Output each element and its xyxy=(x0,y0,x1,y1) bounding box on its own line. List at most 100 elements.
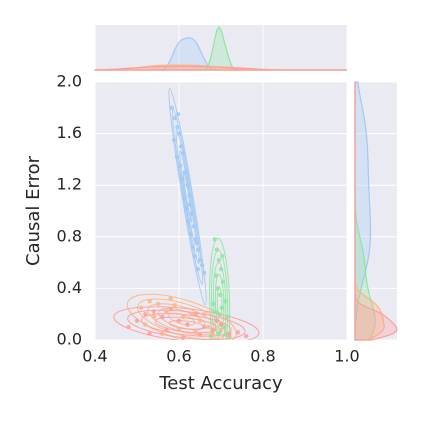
point xyxy=(168,306,173,312)
y-tick-label: 1.6 xyxy=(57,123,82,142)
point xyxy=(143,312,148,317)
point xyxy=(225,314,230,319)
point xyxy=(185,183,190,188)
point xyxy=(171,137,177,143)
point xyxy=(218,327,224,332)
point xyxy=(160,331,165,336)
point xyxy=(164,327,169,332)
point xyxy=(197,257,203,263)
density-contour xyxy=(126,293,237,340)
density-contour xyxy=(209,237,231,340)
point xyxy=(206,324,211,330)
x-tick-label: 1.0 xyxy=(334,347,359,366)
point xyxy=(172,115,177,121)
point xyxy=(185,322,190,327)
point xyxy=(189,211,194,216)
point xyxy=(189,312,194,317)
right-margin-axes xyxy=(355,82,397,340)
point xyxy=(217,292,223,298)
point xyxy=(160,314,165,319)
y-axis-label: Causal Error xyxy=(23,155,44,266)
marginal-y-density xyxy=(354,81,372,341)
point xyxy=(216,312,222,317)
point xyxy=(192,253,198,259)
point xyxy=(193,330,198,335)
x-tick-label: 0.4 xyxy=(82,347,107,366)
density-contour xyxy=(113,306,260,340)
y-tick-label: 2.0 xyxy=(57,72,82,91)
x-axis-label: Test Accuracy xyxy=(158,373,283,394)
marginal-y-density xyxy=(354,82,398,341)
point xyxy=(210,332,215,338)
point xyxy=(220,279,226,285)
point xyxy=(202,312,207,317)
point xyxy=(181,335,186,340)
point xyxy=(178,144,184,149)
point xyxy=(197,318,203,323)
point xyxy=(126,324,131,330)
point xyxy=(134,318,140,323)
point xyxy=(175,112,181,117)
point xyxy=(222,324,227,330)
point xyxy=(169,105,175,111)
point xyxy=(214,318,219,323)
point xyxy=(174,154,180,160)
point xyxy=(190,244,196,250)
point xyxy=(176,318,182,323)
point xyxy=(202,324,207,330)
density-contour xyxy=(216,286,223,318)
point xyxy=(143,322,148,327)
point xyxy=(147,331,152,336)
point xyxy=(215,286,220,291)
point xyxy=(181,314,186,319)
point xyxy=(181,150,186,156)
point xyxy=(172,302,177,308)
point xyxy=(235,330,240,335)
point xyxy=(195,266,201,272)
point xyxy=(218,266,224,272)
point xyxy=(178,163,183,169)
point xyxy=(219,305,225,310)
top-margin-axes xyxy=(95,25,347,70)
point xyxy=(187,193,192,198)
point xyxy=(212,237,217,242)
y-tick-label: 1.2 xyxy=(57,175,82,194)
point xyxy=(155,301,161,307)
point xyxy=(151,309,156,314)
point xyxy=(180,176,185,181)
point xyxy=(186,219,191,224)
y-tick-label: 0.8 xyxy=(57,226,82,245)
point xyxy=(181,195,187,201)
margins xyxy=(94,25,398,341)
density-contour xyxy=(154,316,218,334)
point xyxy=(191,224,196,229)
point xyxy=(147,299,152,304)
point xyxy=(194,241,199,246)
marginal-x-density xyxy=(94,65,347,71)
point xyxy=(193,312,198,317)
point xyxy=(175,124,180,130)
y-tick-label: 0.0 xyxy=(57,330,82,349)
point xyxy=(168,296,173,301)
point xyxy=(187,202,192,207)
x-tick-label: 0.6 xyxy=(166,347,191,366)
point xyxy=(213,309,218,314)
point xyxy=(227,331,232,336)
point xyxy=(184,206,189,211)
x-tick-label: 0.8 xyxy=(250,347,275,366)
point xyxy=(176,327,182,332)
main-axes xyxy=(95,82,347,340)
point xyxy=(195,247,201,252)
point xyxy=(220,253,225,259)
point xyxy=(214,247,219,252)
point xyxy=(244,333,249,339)
point xyxy=(223,332,229,338)
point xyxy=(197,332,203,338)
point xyxy=(199,262,205,268)
point xyxy=(215,331,221,336)
y-tick-label: 0.4 xyxy=(57,278,82,297)
point xyxy=(223,299,228,304)
point xyxy=(188,232,193,237)
points xyxy=(126,105,249,340)
